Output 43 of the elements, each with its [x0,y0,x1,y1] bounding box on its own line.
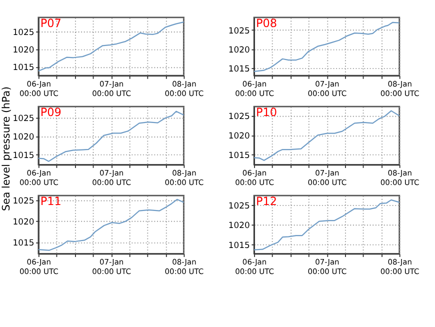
y-tick-label: 1020 [228,44,250,54]
x-tick-label: 07-Jan 00:00 UTC [308,258,347,276]
y-tick-label: 1015 [12,62,34,72]
x-tick-label: 06-Jan 00:00 UTC [19,79,58,98]
y-tick-label: 1020 [12,44,34,54]
x-tick-label: 06-Jan 00:00 UTC [235,258,274,276]
x-tick-label: 06-Jan 00:00 UTC [235,79,274,98]
y-tick-label: 1025 [12,112,34,123]
x-tick-label: 08-Jan 00:00 UTC [380,79,420,98]
y-tick-label: 1020 [228,220,250,230]
chart-title: P12 [256,194,278,208]
chart-title: P07 [40,16,62,30]
chart-title: P11 [40,194,62,208]
x-tick-label: 07-Jan 00:00 UTC [92,258,131,276]
x-tick-label: 08-Jan 00:00 UTC [164,258,204,276]
y-tick-label: 1025 [12,26,34,37]
x-tick-label: 08-Jan 00:00 UTC [164,79,204,98]
x-tick-label: 07-Jan 00:00 UTC [308,79,347,98]
chart-title: P10 [256,106,278,119]
x-tick-label: 06-Jan 00:00 UTC [19,168,58,187]
x-tick-label: 08-Jan 00:00 UTC [380,258,420,276]
x-tick-label: 07-Jan 00:00 UTC [308,168,347,187]
y-tick-label: 1015 [228,150,250,160]
x-tick-label: 08-Jan 00:00 UTC [380,168,420,187]
y-tick-label: 1015 [12,150,34,160]
y-tick-label: 1020 [12,131,34,142]
y-tick-label: 1015 [12,238,34,248]
x-tick-label: 08-Jan 00:00 UTC [164,168,204,187]
x-tick-label: 07-Jan 00:00 UTC [92,168,131,187]
y-tick-label: 1025 [228,200,250,210]
y-tick-label: 1015 [228,63,250,74]
x-tick-label: 06-Jan 00:00 UTC [19,258,58,276]
y-axis-title: Sea level pressure (hPa) [0,86,12,212]
x-tick-label: 06-Jan 00:00 UTC [235,168,274,187]
chart-title: P08 [256,16,278,30]
chart-title: P09 [40,106,62,119]
y-tick-label: 1020 [12,216,34,227]
y-tick-label: 1025 [12,196,34,206]
y-tick-label: 1020 [228,130,250,140]
y-tick-label: 1015 [228,240,250,250]
y-tick-label: 1025 [228,25,250,36]
x-tick-label: 07-Jan 00:00 UTC [92,79,131,98]
y-tick-label: 1025 [228,111,250,122]
